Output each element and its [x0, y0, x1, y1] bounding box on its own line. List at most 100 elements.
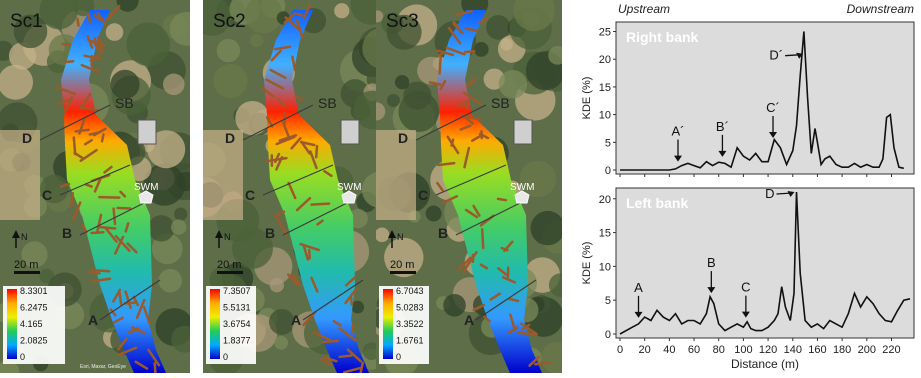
- vegetation-patch: [395, 75, 409, 89]
- y-tick-label: 20: [599, 194, 611, 206]
- legend-tick-label: 7.3507: [223, 286, 251, 296]
- building-roof: [341, 120, 359, 144]
- section-label-b: B: [265, 225, 275, 241]
- y-tick-label: 10: [599, 261, 611, 273]
- sb-label: SB: [491, 95, 510, 111]
- legend-tick-label: 5.0283: [396, 303, 424, 313]
- wood-piece: [440, 58, 441, 74]
- wood-piece: [63, 44, 70, 45]
- wood-piece: [155, 363, 156, 373]
- map-title: Sc1: [10, 11, 43, 32]
- scale-label: 20 m: [217, 259, 241, 271]
- annotation-label: C: [741, 280, 750, 295]
- left-bank-ylabel: KDE (%): [581, 242, 593, 285]
- vegetation-patch: [334, 3, 349, 18]
- vegetation-patch: [500, 38, 512, 50]
- wood-piece: [316, 146, 317, 157]
- legend-tick-label: 5.5131: [223, 303, 251, 313]
- swm-label: SWM: [337, 182, 361, 193]
- y-tick-label: 10: [599, 110, 611, 122]
- annotation-label: D: [765, 186, 774, 201]
- north-label: N: [224, 232, 231, 242]
- section-label-c: C: [42, 187, 52, 203]
- scale-bar: [390, 271, 416, 274]
- legend-colorbar: [210, 289, 220, 359]
- legend-tick-label: 0: [20, 352, 25, 362]
- section-label-d: D: [398, 130, 408, 146]
- annotation-label: B: [707, 255, 716, 270]
- vegetation-patch: [426, 206, 442, 222]
- sandy-area: [376, 130, 416, 220]
- wood-piece: [340, 356, 352, 357]
- section-label-b: B: [62, 225, 72, 241]
- sb-label: SB: [115, 95, 134, 111]
- y-tick-label: 0: [605, 165, 611, 177]
- legend-tick-label: 8.3301: [20, 286, 48, 296]
- vegetation-patch: [250, 34, 263, 47]
- vegetation-patch: [174, 208, 187, 221]
- legend-tick-label: 3.3522: [396, 319, 424, 329]
- section-label-c: C: [245, 187, 255, 203]
- wood-piece: [102, 134, 104, 141]
- section-label-a: A: [88, 312, 98, 328]
- wood-piece: [76, 130, 89, 132]
- sb-label: SB: [318, 95, 337, 111]
- wood-piece: [498, 199, 506, 200]
- wood-piece: [351, 297, 352, 304]
- vegetation-patch: [217, 39, 240, 62]
- wood-piece: [309, 250, 310, 258]
- building-roof: [138, 120, 156, 144]
- x-tick-label: 60: [688, 344, 700, 356]
- legend-tick-label: 2.0825: [20, 336, 48, 346]
- legend-tick-label: 1.8377: [223, 336, 251, 346]
- wood-piece: [465, 51, 474, 52]
- wood-piece: [74, 138, 75, 155]
- y-tick-label: 25: [599, 27, 611, 39]
- wood-piece: [120, 293, 122, 304]
- imagery-credit: Esri, Maxar, GeoEye: [80, 364, 126, 370]
- vegetation-patch: [387, 94, 400, 107]
- wood-piece: [352, 325, 353, 333]
- x-tick-label: 200: [858, 344, 876, 356]
- y-tick-label: 5: [605, 295, 611, 307]
- swm-label: SWM: [134, 182, 158, 193]
- x-tick-label: 0: [617, 344, 623, 356]
- vegetation-patch: [171, 219, 186, 234]
- right-bank-title: Right bank: [626, 29, 699, 45]
- wood-piece: [71, 193, 72, 205]
- annotation-label: A: [634, 280, 643, 295]
- map-title: Sc3: [386, 11, 419, 32]
- scale-label: 20 m: [390, 259, 414, 271]
- annotation-label: D´: [769, 48, 783, 63]
- x-tick-label: 160: [808, 344, 826, 356]
- x-tick-label: 140: [784, 344, 802, 356]
- x-tick-label: 100: [734, 344, 752, 356]
- section-label-a: A: [291, 312, 301, 328]
- section-label-d: D: [225, 130, 235, 146]
- upstream-label: Upstream: [618, 2, 670, 16]
- x-tick-label: 180: [833, 344, 851, 356]
- annotation-label: B´: [716, 119, 729, 134]
- vegetation-patch: [399, 91, 440, 132]
- wood-piece: [78, 19, 79, 26]
- vegetation-patch: [274, 336, 288, 350]
- wood-piece: [482, 229, 483, 248]
- legend-tick-label: 4.165: [20, 319, 43, 329]
- legend-tick-label: 6.7043: [396, 286, 424, 296]
- annotation-label: A´: [672, 124, 685, 139]
- y-tick-label: 0: [605, 329, 611, 341]
- vegetation-patch: [351, 301, 364, 314]
- scale-bar: [14, 271, 40, 274]
- wood-piece: [99, 197, 119, 198]
- y-tick-label: 20: [599, 54, 611, 66]
- wood-piece: [89, 272, 99, 274]
- x-tick-label: 80: [713, 344, 725, 356]
- scale-label: 20 m: [14, 259, 38, 271]
- legend-colorbar: [383, 289, 393, 359]
- wood-piece: [114, 209, 115, 224]
